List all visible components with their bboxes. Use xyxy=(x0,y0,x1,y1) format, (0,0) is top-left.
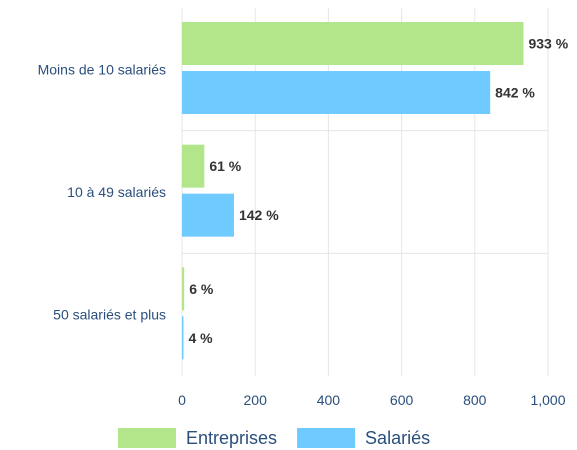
bar-data-label: 4 % xyxy=(188,330,213,346)
bar xyxy=(182,267,185,311)
legend-label: Salariés xyxy=(365,428,430,448)
legend-swatch xyxy=(118,428,176,448)
category-label: Moins de 10 salariés xyxy=(38,61,166,77)
category-label: 10 à 49 salariés xyxy=(67,184,166,200)
bar-data-label: 842 % xyxy=(495,85,535,101)
bar-data-label: 142 % xyxy=(239,207,279,223)
bar-data-label: 6 % xyxy=(189,281,214,297)
legend-swatch xyxy=(297,428,356,448)
value-axis: 0 200 400 600 800 1,000 xyxy=(178,392,566,408)
legend-label: Entreprises xyxy=(186,428,277,448)
x-tick-label: 800 xyxy=(463,392,487,408)
x-tick-label: 200 xyxy=(244,392,268,408)
x-tick-label: 600 xyxy=(390,392,414,408)
bar xyxy=(182,71,491,114)
bar-data-label: 933 % xyxy=(528,36,568,52)
x-tick-label: 1,000 xyxy=(530,392,565,408)
bars xyxy=(182,22,524,360)
bar xyxy=(182,193,234,237)
bar xyxy=(182,316,184,360)
bar xyxy=(182,22,524,65)
bar xyxy=(182,144,205,188)
x-tick-label: 400 xyxy=(317,392,341,408)
grid-lines xyxy=(181,8,549,376)
bar-data-label: 61 % xyxy=(209,158,241,174)
category-axis: Moins de 10 salariés 10 à 49 salariés 50 s… xyxy=(38,61,166,322)
data-labels: 933 % 61 % 6 % 842 % 142 % 4 % xyxy=(188,36,568,346)
legend[interactable]: Entreprises Salariés xyxy=(118,428,430,448)
x-tick-label: 0 xyxy=(178,392,186,408)
category-label: 50 salariés et plus xyxy=(53,307,166,323)
